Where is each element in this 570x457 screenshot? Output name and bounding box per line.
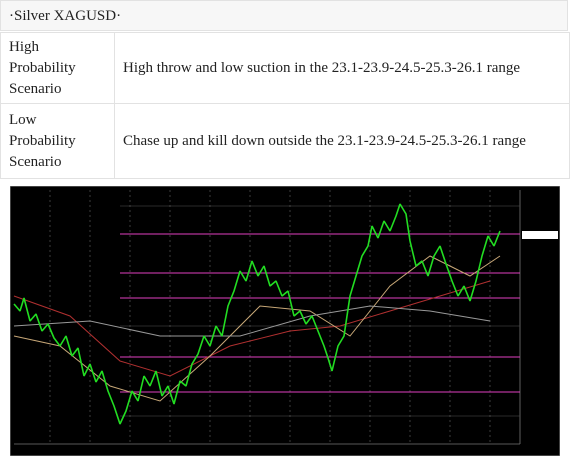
row-text: Chase up and kill down outside the 23.1-… (114, 103, 570, 179)
row-label: High Probability Scenario (0, 32, 115, 104)
row-label: Low Probability Scenario (0, 103, 115, 179)
table-row: High Probability Scenario High throw and… (0, 32, 570, 104)
scenario-table: High Probability Scenario High throw and… (0, 32, 570, 179)
table-row: Low Probability Scenario Chase up and ki… (0, 103, 570, 179)
chart-image (10, 186, 560, 456)
title: ·Silver XAGUSD· (0, 0, 568, 31)
row-text: High throw and low suction in the 23.1-2… (114, 32, 570, 104)
